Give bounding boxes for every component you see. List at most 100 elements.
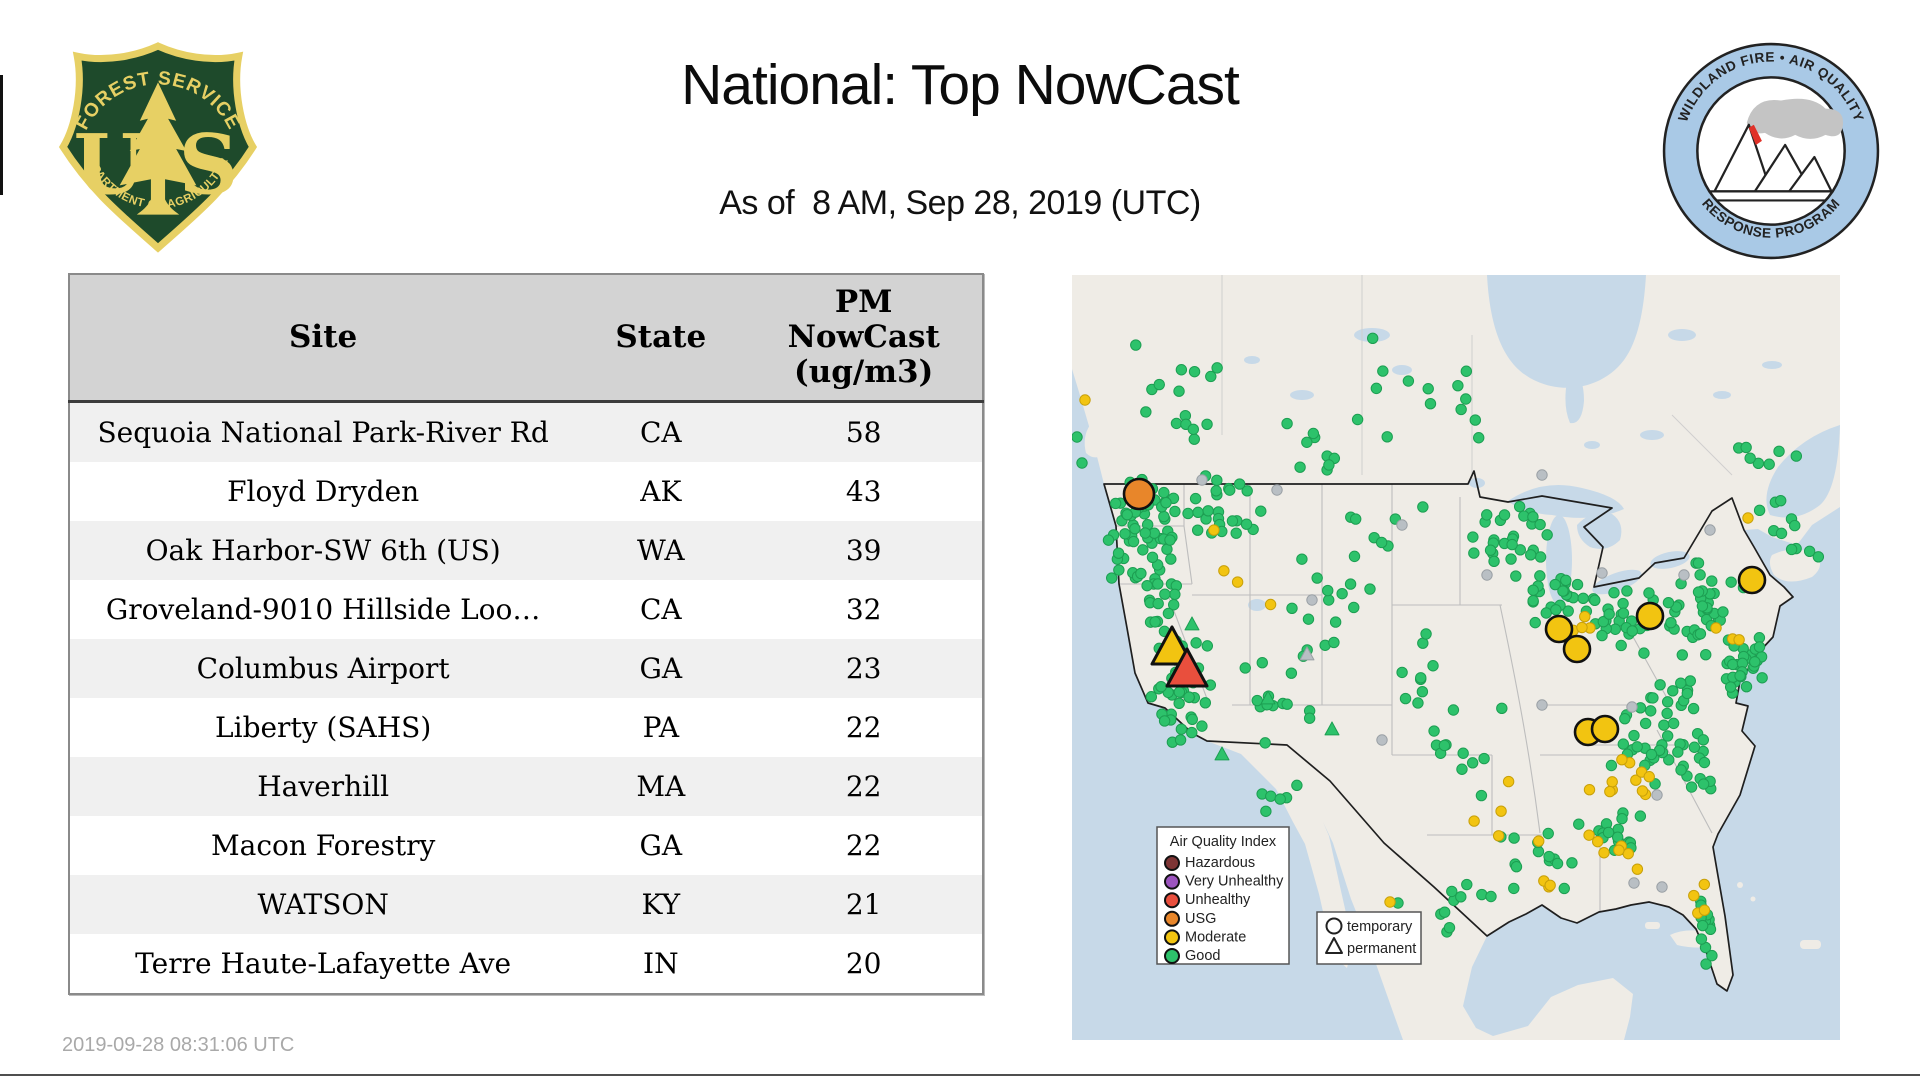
monitor-dot-good bbox=[1543, 850, 1555, 863]
monitor-dot-good bbox=[1628, 729, 1640, 742]
monitor-dot-good bbox=[1478, 752, 1490, 765]
cell-site: Oak Harbor-SW 6th (US) bbox=[145, 534, 501, 567]
monitor-dot-good bbox=[1753, 641, 1766, 653]
monitor-dot-good bbox=[1233, 478, 1246, 490]
legend-permanent-label: permanent bbox=[1347, 941, 1416, 957]
monitor-dot-good bbox=[1676, 649, 1688, 661]
monitor-dot-good bbox=[1752, 457, 1765, 470]
table-row: Macon Forestry GA 22 bbox=[69, 816, 983, 875]
monitor-dot-good bbox=[1615, 639, 1627, 652]
monitor-dot-good bbox=[1634, 810, 1647, 822]
monitor-dot-gray bbox=[1536, 469, 1548, 481]
monitor-dot-good bbox=[1534, 570, 1546, 582]
forest-service-logo: FOREST SERVICE U S DEPARTMENT OF AGRICUL… bbox=[55, 40, 258, 253]
monitor-dot-good bbox=[1457, 747, 1469, 759]
monitor-dot-good bbox=[1505, 553, 1517, 565]
monitor-dot-good bbox=[1724, 681, 1737, 693]
monitor-dot-good bbox=[1525, 549, 1537, 561]
monitor-dot-good bbox=[1323, 594, 1335, 606]
monitor-dot-good bbox=[1301, 436, 1313, 448]
monitor-dot-good bbox=[1694, 569, 1706, 581]
monitor-dot-good bbox=[1402, 375, 1415, 387]
monitor-dot-good bbox=[1113, 564, 1125, 576]
monitor-dot-good bbox=[1158, 715, 1171, 727]
monitor-dot-good bbox=[1696, 919, 1709, 932]
monitor-dot-moderate bbox=[1698, 904, 1711, 916]
header-pm-line1: PM bbox=[834, 284, 893, 321]
monitor-dot-good bbox=[1169, 505, 1181, 518]
monitor-dot-good bbox=[1152, 578, 1164, 590]
monitor-dot-moderate bbox=[1591, 835, 1604, 848]
monitor-dot-good bbox=[1566, 857, 1578, 869]
cell-state: WA bbox=[637, 534, 685, 567]
monitor-dot-good bbox=[1175, 364, 1188, 376]
monitor-dot-good bbox=[1654, 679, 1666, 691]
monitor-dot-good bbox=[1422, 383, 1434, 395]
wf-inner-circle bbox=[1696, 76, 1846, 226]
monitor-marker-moderate-circle bbox=[1635, 601, 1665, 631]
monitor-dot-good bbox=[1443, 921, 1456, 934]
monitor-dot-good bbox=[1790, 450, 1803, 462]
monitor-dot-good bbox=[1510, 570, 1522, 582]
monitor-dot-good bbox=[1274, 793, 1286, 805]
monitor-dot-good bbox=[1399, 692, 1412, 705]
monitor-dot-good bbox=[1496, 702, 1508, 715]
cell-site: Groveland-9010 Hillside Loo… bbox=[105, 593, 541, 626]
monitor-dot-good bbox=[1619, 712, 1631, 725]
monitor-dot-good bbox=[1527, 595, 1539, 607]
monitor-dot-good bbox=[1211, 474, 1223, 487]
monitor-dot-good bbox=[1210, 485, 1222, 497]
monitor-dot-good bbox=[1740, 680, 1753, 693]
monitor-dot-good bbox=[1756, 672, 1768, 684]
monitor-dot-good bbox=[1562, 605, 1574, 617]
map-land bbox=[1072, 275, 1840, 1040]
monitor-dot-good bbox=[1224, 484, 1236, 496]
monitor-dot-moderate bbox=[1218, 565, 1230, 577]
monitor-dot-moderate bbox=[1710, 622, 1722, 634]
monitor-dot-good bbox=[1158, 510, 1170, 523]
monitor-dot-good bbox=[1540, 607, 1552, 619]
monitor-dot-good bbox=[1687, 702, 1700, 715]
monitor-dot-good bbox=[1551, 857, 1564, 870]
monitor-dot-good bbox=[1428, 725, 1440, 737]
monitor-dot-good bbox=[1323, 459, 1335, 471]
monitor-dot-good bbox=[1446, 885, 1458, 898]
cell-site: Haverhill bbox=[257, 770, 390, 803]
monitor-dot-good bbox=[1626, 625, 1638, 637]
monitor-dot-good bbox=[1184, 616, 1200, 631]
monitor-dot-moderate bbox=[1688, 889, 1700, 902]
aqi-legend-label: USG bbox=[1185, 911, 1216, 927]
monitor-dot-moderate bbox=[1495, 805, 1507, 817]
monitor-dot-good bbox=[1661, 730, 1674, 742]
monitor-dot-good bbox=[1186, 713, 1198, 725]
monitor-dot-good bbox=[1727, 658, 1739, 671]
monitor-dot-gray bbox=[1651, 789, 1663, 801]
monitor-dot-good bbox=[1285, 667, 1298, 679]
table-row: Sequoia National Park-River Rd CA 58 bbox=[69, 401, 983, 462]
monitor-dot-good bbox=[1127, 535, 1140, 548]
cell-value: 23 bbox=[845, 652, 882, 685]
monitor-dot-good bbox=[1205, 370, 1217, 383]
monitor-dot-good bbox=[1375, 536, 1388, 549]
aqi-legend-title: Air Quality Index bbox=[1170, 834, 1277, 850]
cell-site: Macon Forestry bbox=[210, 829, 436, 862]
monitor-dot-good bbox=[1129, 522, 1141, 535]
monitor-dot-good bbox=[1658, 719, 1670, 731]
aqi-swatch-moderate bbox=[1164, 929, 1180, 946]
monitor-dot-good bbox=[1661, 696, 1674, 708]
monitor-dot-good bbox=[1558, 882, 1570, 895]
monitor-dot-good bbox=[1603, 608, 1615, 620]
monitor-dot-good bbox=[1173, 686, 1186, 698]
monitor-dot-good bbox=[1281, 698, 1293, 710]
monitor-dot-good bbox=[1700, 958, 1712, 970]
monitor-dot-good bbox=[1473, 432, 1485, 444]
monitor-dot-gray bbox=[1396, 519, 1408, 531]
monitor-dot-good bbox=[1141, 579, 1153, 592]
monitor-dot-good bbox=[1158, 486, 1170, 499]
monitor-dot-good bbox=[1706, 949, 1718, 962]
monitor-dot-good bbox=[1534, 518, 1546, 531]
monitor-dot-good bbox=[1427, 660, 1439, 672]
monitor-dot-good bbox=[1697, 734, 1710, 746]
monitor-dot-good bbox=[1571, 578, 1584, 591]
